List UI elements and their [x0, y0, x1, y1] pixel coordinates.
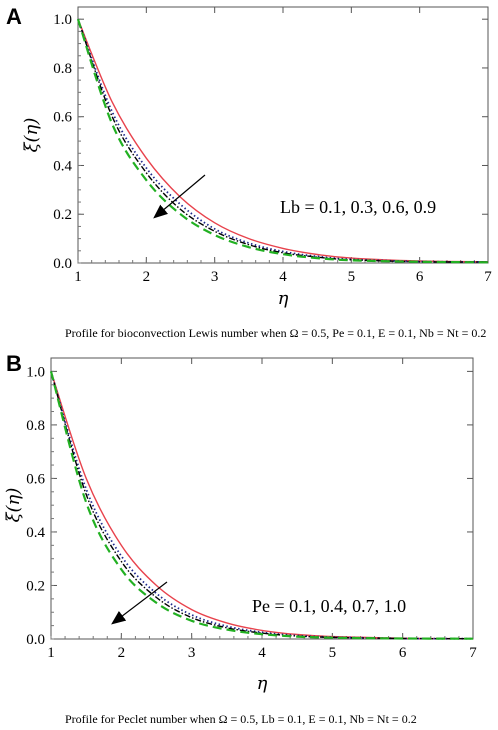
y-tick-label: 1.0 [53, 12, 72, 28]
panel-letter: A [6, 4, 22, 29]
y-tick-label: 0.4 [26, 525, 45, 541]
y-tick-label: 0.0 [26, 632, 45, 648]
x-tick-label: 1 [74, 269, 82, 285]
y-tick-label: 0.6 [26, 471, 45, 487]
x-tick-label: 1 [47, 645, 55, 661]
series-line-4 [49, 371, 474, 640]
series-line-2 [77, 18, 489, 263]
x-tick-label: 6 [416, 269, 424, 285]
parameter-annotation: Pe = 0.1, 0.4, 0.7, 1.0 [252, 596, 406, 616]
x-tick-label: 3 [211, 269, 219, 285]
trend-arrow [111, 581, 168, 625]
x-tick-label: 3 [188, 645, 196, 661]
panel-b: B 1 2 3 4 5 6 7 0.0 0.2 0.4 0.6 0.8 1.0 η ξ(η) Pe = 0.1,… [3, 351, 477, 726]
series-line-4 [76, 18, 489, 264]
y-tick-label: 0.0 [53, 256, 72, 272]
x-tick-label: 7 [484, 269, 492, 285]
x-axis-label: η [278, 288, 289, 309]
panel-letter: B [6, 351, 22, 376]
figure-caption: Profile for Peclet number when Ω = 0.5, … [65, 712, 417, 726]
x-axis-label: η [257, 673, 268, 694]
y-axis-label: ξ(η) [21, 118, 42, 153]
y-tick-label: 0.4 [53, 158, 72, 174]
series-line-3 [77, 18, 489, 263]
x-tick-label: 7 [469, 645, 477, 661]
x-tick-label: 5 [348, 269, 356, 285]
trend-arrow [153, 174, 206, 219]
y-tick-label: 0.8 [53, 61, 72, 77]
y-axis-label: ξ(η) [3, 488, 24, 523]
y-tick-label: 1.0 [26, 364, 45, 380]
parameter-annotation: Lb = 0.1, 0.3, 0.6, 0.9 [280, 197, 436, 217]
x-tick-label: 2 [118, 645, 126, 661]
x-tick-label: 6 [399, 645, 407, 661]
plot-frame [77, 6, 489, 264]
y-tick-label: 0.2 [53, 207, 72, 223]
y-tick-label: 0.2 [26, 578, 45, 594]
y-tick-label: 0.8 [26, 418, 45, 434]
x-tick-label: 4 [258, 645, 266, 661]
series-line-1 [77, 18, 489, 263]
figure-caption: Profile for bioconvection Lewis number w… [65, 326, 486, 340]
x-tick-label: 5 [329, 645, 337, 661]
panel-a: A 1 2 3 4 5 6 7 0.0 0.2 0.4 0.6 0.8 1.0 η ξ(η) Lb = 0.1,… [6, 4, 492, 340]
x-tick-label: 2 [143, 269, 151, 285]
x-tick-label: 4 [279, 269, 287, 285]
y-tick-label: 0.6 [53, 110, 72, 126]
